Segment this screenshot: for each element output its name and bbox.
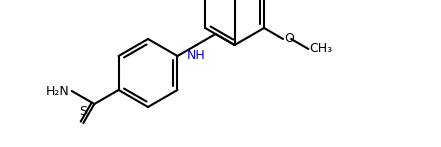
Text: NH: NH (187, 49, 206, 62)
Text: O: O (284, 32, 294, 46)
Text: S: S (79, 105, 87, 118)
Text: CH₃: CH₃ (310, 42, 333, 56)
Text: H₂N: H₂N (46, 85, 70, 97)
